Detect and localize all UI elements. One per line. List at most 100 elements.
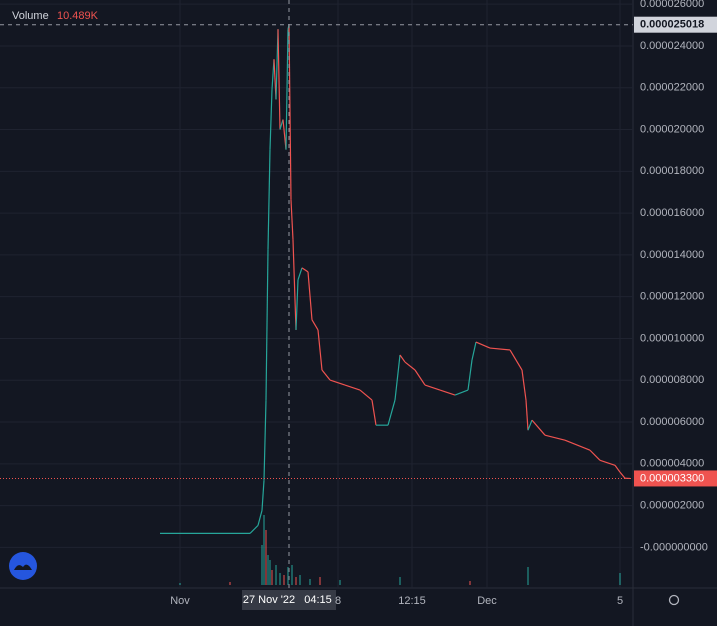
settings-icon[interactable]: [668, 594, 680, 606]
volume-bar: [271, 570, 273, 585]
x-tick-label: Dec: [477, 595, 497, 607]
price-segment: [371, 400, 377, 426]
volume-bar: [265, 530, 267, 585]
y-tick-label: 0.000006000: [640, 416, 704, 428]
price-segment: [404, 361, 416, 371]
price-segment: [249, 525, 259, 534]
crosshair-price-box: [634, 16, 717, 33]
crosshair-price-label: 0.000025018: [640, 19, 704, 31]
y-tick-label: 0.000010000: [640, 332, 704, 344]
price-segment: [525, 400, 529, 431]
price-segment: [475, 341, 491, 349]
x-tick-label: 8: [335, 595, 341, 607]
x-tick-label: 5: [617, 595, 623, 607]
volume-bar: [229, 582, 231, 585]
volume-bar: [283, 575, 285, 585]
price-segment: [531, 419, 546, 436]
price-segment: [329, 379, 346, 386]
price-segment: [471, 341, 477, 361]
price-segment: [301, 267, 309, 273]
y-tick-label: 0.000016000: [640, 207, 704, 219]
volume-bar: [527, 567, 529, 585]
volume-bar: [263, 515, 265, 585]
price-segment: [257, 510, 263, 526]
volume-bar: [295, 577, 297, 585]
volume-bars: [179, 515, 621, 585]
overlay: 0.000003300 0.000025018 27 Nov '22 04:15: [0, 0, 717, 610]
last-price-label: 0.000003300: [640, 472, 704, 484]
price-segment: [311, 319, 319, 331]
grid: [0, 0, 633, 588]
price-segment: [439, 389, 456, 396]
price-segment: [394, 354, 401, 401]
legend-value: 10.489K: [57, 10, 99, 22]
volume-bar: [339, 580, 341, 585]
price-segment: [527, 419, 533, 431]
price-segment: [619, 471, 626, 479]
price-segment: [277, 29, 281, 130]
x-tick-label: Nov: [170, 595, 190, 607]
crosshair-time-box: [242, 590, 336, 610]
price-segment: [387, 399, 396, 426]
volume-bar: [299, 575, 301, 585]
price-segment: [544, 434, 566, 441]
price-segment: [285, 29, 289, 150]
price-segment: [321, 369, 331, 381]
price-segment: [297, 267, 303, 280]
price-segment: [295, 279, 299, 330]
price-segment: [509, 349, 523, 371]
y-tick-label: 0.000012000: [640, 291, 704, 303]
price-segment: [267, 149, 271, 250]
y-tick-label: 0.000014000: [640, 249, 704, 261]
legend-title: Volume: [12, 10, 49, 22]
x-tick-label: 12:15: [398, 595, 426, 607]
y-tick-label: 0.000022000: [640, 82, 704, 94]
logo-icon: [14, 564, 32, 570]
price-segment: [424, 384, 441, 391]
price-segment: [317, 329, 323, 371]
volume-bar: [291, 565, 293, 585]
price-segment: [399, 354, 406, 363]
y-tick-label: 0.000004000: [640, 458, 704, 470]
volume-bar: [319, 577, 321, 585]
volume-bar: [275, 565, 277, 585]
volume-bar: [267, 555, 269, 585]
price-segment: [564, 439, 591, 451]
volume-bar: [399, 577, 401, 585]
price-segment: [292, 239, 297, 330]
price-segment: [307, 271, 313, 320]
price-segment: [288, 24, 292, 200]
price-line: [160, 24, 631, 534]
y-tick-label: 0.000020000: [640, 123, 704, 135]
volume-bar: [279, 573, 281, 585]
price-segment: [614, 464, 621, 473]
y-tick-label: 0.000024000: [640, 40, 704, 52]
price-segment: [269, 89, 273, 150]
volume-bar: [179, 583, 181, 585]
logo[interactable]: [9, 552, 37, 580]
y-tick-label: 0.000026000: [640, 0, 704, 10]
price-segment: [359, 389, 373, 401]
price-segment: [279, 119, 284, 130]
volume-bar: [469, 581, 471, 585]
price-segment: [599, 459, 616, 466]
y-tick-label: 0.000008000: [640, 374, 704, 386]
volume-bar: [309, 579, 311, 585]
y-tick-label: 0.000018000: [640, 165, 704, 177]
volume-bar: [269, 560, 271, 585]
price-segment: [265, 249, 269, 401]
y-tick-label: 0.000002000: [640, 500, 704, 512]
crosshair-date: 27 Nov '22: [243, 594, 295, 606]
price-segment: [589, 449, 601, 461]
gear[interactable]: [668, 594, 680, 606]
price-segment: [521, 369, 527, 401]
price-segment: [290, 199, 294, 240]
crosshair-time: 04:15: [304, 594, 332, 606]
last-price-box: [634, 470, 717, 487]
volume-bar: [287, 567, 289, 585]
price-segment: [344, 384, 361, 391]
volume-bar: [261, 545, 263, 585]
